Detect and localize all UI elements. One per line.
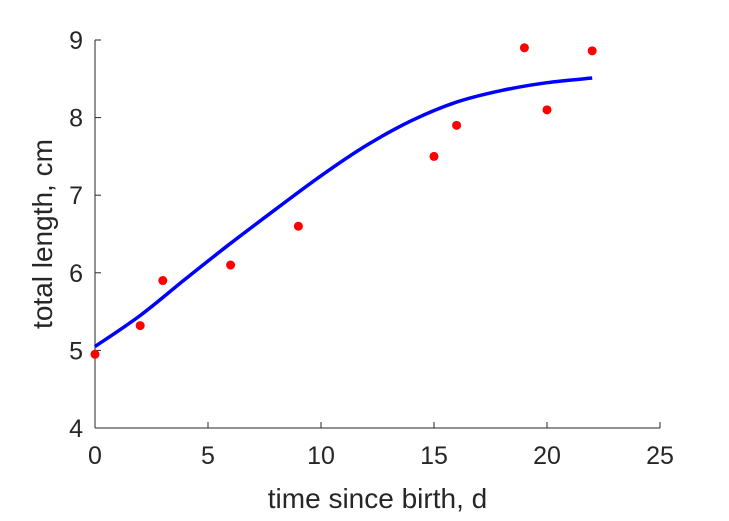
fitted-curve-series (94, 76, 593, 348)
y-tick-label: 9 (69, 27, 83, 55)
data-point (452, 120, 462, 130)
fitted-curve-line (94, 76, 593, 348)
data-point (135, 321, 145, 331)
x-axis-label: time since birth, d (268, 483, 487, 514)
y-tick-label: 6 (69, 260, 83, 288)
x-tick-label: 25 (646, 442, 674, 470)
y-axis-ticks: 4 5 6 7 8 9 (69, 27, 101, 443)
x-tick-label: 20 (533, 442, 561, 470)
data-point (587, 46, 597, 56)
data-point (90, 349, 100, 359)
data-points-series (90, 43, 597, 359)
x-tick-label: 5 (201, 442, 215, 470)
y-tick-label: 8 (69, 105, 83, 133)
y-tick-label: 4 (69, 415, 83, 443)
data-point (429, 151, 439, 161)
data-point (293, 221, 303, 231)
x-tick-label: 10 (307, 442, 335, 470)
x-axis-ticks: 0 5 10 15 20 25 (88, 422, 674, 470)
x-tick-label: 15 (420, 442, 448, 470)
y-tick-label: 5 (69, 337, 83, 365)
axes (94, 40, 660, 429)
data-point (158, 276, 168, 286)
data-point (542, 105, 552, 115)
y-axis-label: total length, cm (27, 139, 58, 329)
data-point (519, 43, 529, 53)
data-point (226, 260, 236, 270)
y-tick-label: 7 (69, 182, 83, 210)
x-tick-label: 0 (88, 442, 102, 470)
